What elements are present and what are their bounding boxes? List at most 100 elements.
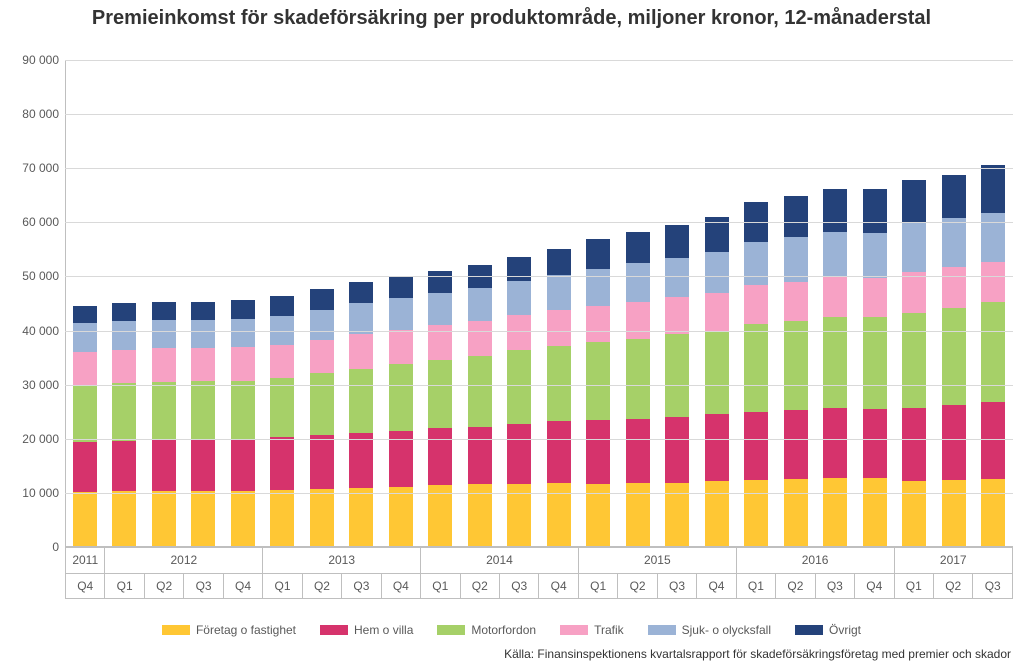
legend-swatch <box>437 625 465 635</box>
bar-segment <box>942 308 966 405</box>
bar-segment <box>468 321 492 355</box>
bar-segment <box>902 481 926 547</box>
bar-group <box>231 60 255 547</box>
gridline <box>65 385 1013 386</box>
bar-segment <box>231 491 255 547</box>
bar-segment <box>586 269 610 306</box>
bar-segment <box>152 320 176 348</box>
bar-group <box>942 60 966 547</box>
bar-segment <box>507 424 531 484</box>
bar-stack <box>586 160 610 547</box>
bar-segment <box>428 485 452 547</box>
bar-segment <box>863 233 887 278</box>
gridline <box>65 331 1013 332</box>
bar-group <box>310 60 334 547</box>
bar-segment <box>270 490 294 547</box>
bar-segment <box>428 271 452 293</box>
bar-segment <box>902 272 926 313</box>
x-year-cell: 2014 <box>421 548 579 574</box>
x-quarter-cell: Q1 <box>263 573 302 599</box>
x-year-cell: 2016 <box>736 548 894 574</box>
legend-swatch <box>162 625 190 635</box>
bar-segment <box>428 428 452 485</box>
bar-stack <box>626 155 650 547</box>
bar-group <box>823 60 847 547</box>
legend-item: Trafik <box>560 622 624 637</box>
bar-stack <box>191 201 215 547</box>
bar-stack <box>270 197 294 547</box>
bar-stack <box>231 200 255 547</box>
bar-segment <box>902 180 926 223</box>
legend-swatch <box>795 625 823 635</box>
bar-segment <box>468 288 492 322</box>
x-axis-table: 2011201220132014201520162017Q4Q1Q2Q3Q4Q1… <box>65 547 1013 599</box>
bar-segment <box>73 306 97 323</box>
bar-segment <box>152 348 176 381</box>
bar-segment <box>547 275 571 311</box>
bar-segment <box>626 263 650 301</box>
bar-segment <box>863 409 887 479</box>
bar-segment <box>942 405 966 480</box>
bar-segment <box>626 419 650 484</box>
bar-segment <box>270 345 294 378</box>
x-quarter-cell: Q2 <box>302 573 341 599</box>
bar-segment <box>507 281 531 315</box>
x-quarter-cell: Q3 <box>499 573 538 599</box>
x-quarter-cell: Q1 <box>736 573 775 599</box>
y-tick-label: 50 000 <box>22 269 59 283</box>
bar-segment <box>981 213 1005 262</box>
bar-segment <box>705 293 729 331</box>
gridline <box>65 439 1013 440</box>
bar-group <box>586 60 610 547</box>
legend-swatch <box>648 625 676 635</box>
x-quarter-cell: Q2 <box>776 573 815 599</box>
bar-group <box>784 60 808 547</box>
bar-segment <box>902 408 926 482</box>
bar-segment <box>389 276 413 297</box>
bar-segment <box>310 310 334 340</box>
bar-segment <box>626 339 650 419</box>
bar-segment <box>981 479 1005 547</box>
x-quarter-cell: Q4 <box>697 573 736 599</box>
x-quarter-cell: Q1 <box>894 573 933 599</box>
bar-segment <box>112 321 136 350</box>
legend-swatch <box>560 625 588 635</box>
bar-segment <box>152 440 176 491</box>
bar-segment <box>902 223 926 272</box>
bar-group <box>428 60 452 547</box>
x-quarter-cell: Q2 <box>933 573 972 599</box>
bar-segment <box>784 479 808 547</box>
bar-group <box>665 60 689 547</box>
legend-item: Övrigt <box>795 622 861 637</box>
x-quarter-cell: Q3 <box>342 573 381 599</box>
bar-segment <box>823 232 847 277</box>
bar-stack <box>823 129 847 547</box>
bar-group <box>626 60 650 547</box>
x-quarter-cell: Q4 <box>539 573 578 599</box>
x-quarter-cell: Q4 <box>855 573 894 599</box>
bar-stack <box>665 151 689 547</box>
bar-segment <box>863 478 887 547</box>
bar-segment <box>744 480 768 547</box>
bar-segment <box>784 321 808 411</box>
bar-group <box>468 60 492 547</box>
bar-segment <box>705 414 729 481</box>
bar-segment <box>981 165 1005 213</box>
legend-item: Företag o fastighet <box>162 622 296 637</box>
bar-segment <box>349 369 373 434</box>
bar-group <box>152 60 176 547</box>
bar-segment <box>191 491 215 547</box>
bar-segment <box>310 373 334 435</box>
bar-segment <box>547 310 571 345</box>
bar-segment <box>73 492 97 547</box>
bar-segment <box>784 196 808 237</box>
bar-stack <box>744 137 768 547</box>
x-year-cell: 2013 <box>263 548 421 574</box>
bar-segment <box>665 417 689 483</box>
bar-stack <box>112 202 136 547</box>
x-quarter-cell: Q2 <box>144 573 183 599</box>
bar-segment <box>942 267 966 307</box>
legend-item: Sjuk- o olycksfall <box>648 622 771 637</box>
bar-segment <box>863 278 887 317</box>
bar-segment <box>665 225 689 258</box>
